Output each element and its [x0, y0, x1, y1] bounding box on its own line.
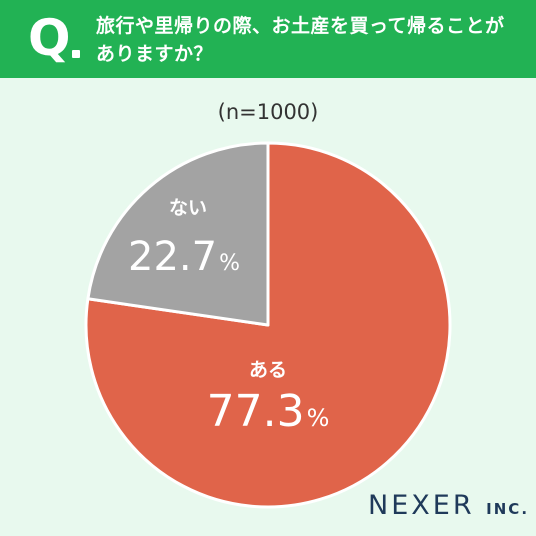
- slice-value: 22.7%: [128, 234, 240, 280]
- question-header: Q 旅行や里帰りの際、お土産を買って帰ることが ありますか？: [0, 0, 536, 78]
- q-dot: [72, 50, 80, 58]
- question-line-2: ありますか？: [96, 43, 214, 65]
- question-text: 旅行や里帰りの際、お土産を買って帰ることが ありますか？: [96, 12, 516, 68]
- slice-label: ある: [249, 359, 287, 381]
- slice-label: ない: [169, 197, 207, 219]
- logo-name: NEXER: [368, 490, 475, 521]
- pie-slice-nai: [86, 141, 270, 327]
- logo-suffix: INC.: [486, 500, 530, 518]
- nexer-logo: NEXER INC.: [368, 490, 529, 521]
- question-line-1: 旅行や里帰りの際、お土産を買って帰ることが: [96, 15, 505, 37]
- q-mark: Q: [28, 9, 71, 67]
- sample-size-label: (n=1000): [217, 100, 319, 124]
- slice-value: 77.3%: [207, 386, 330, 437]
